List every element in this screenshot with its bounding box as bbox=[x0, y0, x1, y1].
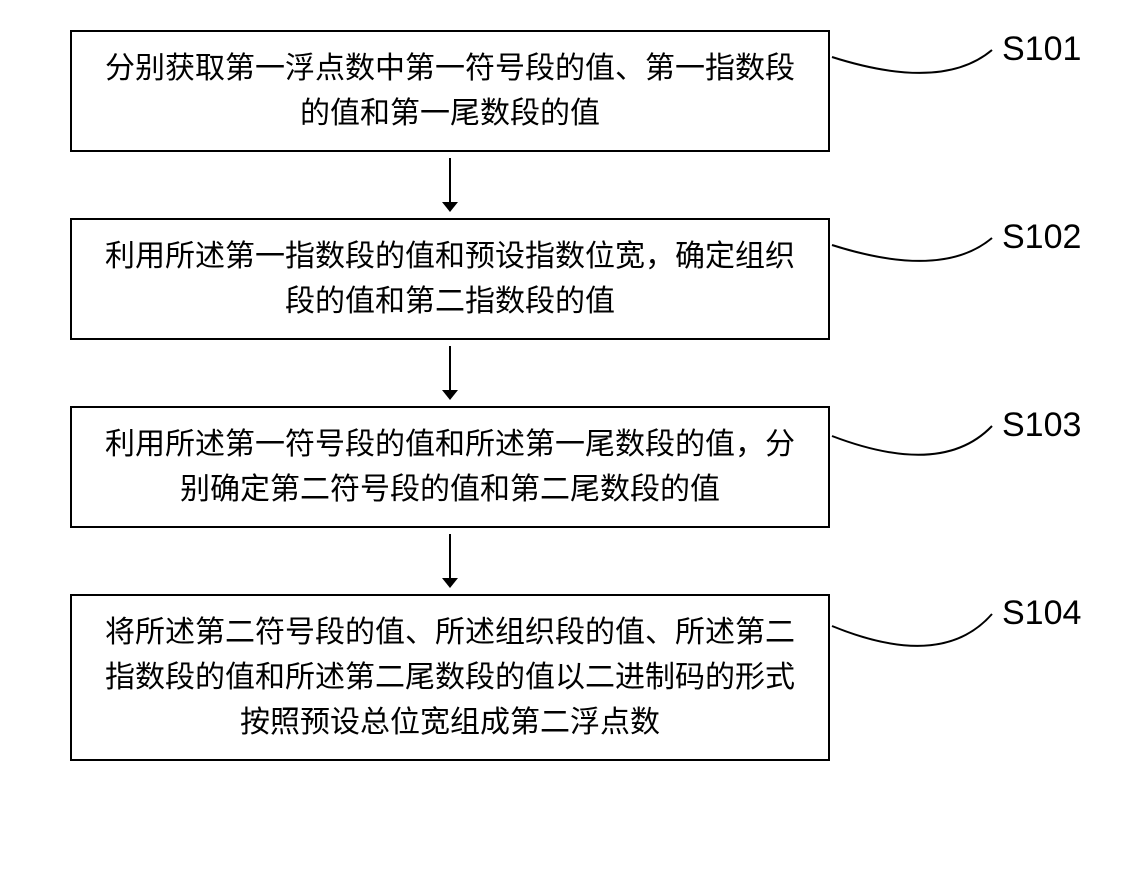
step-label-s101: S101 bbox=[1002, 24, 1081, 75]
label-connector bbox=[72, 220, 73, 221]
step-label-s104: S104 bbox=[1002, 588, 1081, 639]
flow-arrow bbox=[70, 152, 830, 218]
step-text: 分别获取第一浮点数中第一符号段的值、第一指数段的值和第一尾数段的值 bbox=[105, 52, 795, 130]
label-connector bbox=[72, 32, 73, 33]
arrow-down-icon bbox=[438, 158, 462, 212]
flow-step-s102: 利用所述第一指数段的值和预设指数位宽，确定组织段的值和第二指数段的值S102 bbox=[70, 218, 830, 340]
flow-arrow bbox=[70, 340, 830, 406]
step-text: 将所述第二符号段的值、所述组织段的值、所述第二指数段的值和所述第二尾数段的值以二… bbox=[105, 616, 795, 739]
flow-arrow bbox=[70, 528, 830, 594]
flow-step-s104: 将所述第二符号段的值、所述组织段的值、所述第二指数段的值和所述第二尾数段的值以二… bbox=[70, 594, 830, 761]
arrow-down-icon bbox=[438, 346, 462, 400]
arrow-down-icon bbox=[438, 534, 462, 588]
step-label-s103: S103 bbox=[1002, 400, 1081, 451]
step-label-s102: S102 bbox=[1002, 212, 1081, 263]
label-connector bbox=[72, 408, 73, 409]
flow-step-s101: 分别获取第一浮点数中第一符号段的值、第一指数段的值和第一尾数段的值S101 bbox=[70, 30, 830, 152]
flow-step-s103: 利用所述第一符号段的值和所述第一尾数段的值，分别确定第二符号段的值和第二尾数段的… bbox=[70, 406, 830, 528]
label-connector bbox=[72, 596, 73, 597]
step-text: 利用所述第一指数段的值和预设指数位宽，确定组织段的值和第二指数段的值 bbox=[105, 240, 795, 318]
flowchart-container: 分别获取第一浮点数中第一符号段的值、第一指数段的值和第一尾数段的值S101 利用所… bbox=[70, 30, 970, 761]
step-text: 利用所述第一符号段的值和所述第一尾数段的值，分别确定第二符号段的值和第二尾数段的… bbox=[105, 428, 795, 506]
